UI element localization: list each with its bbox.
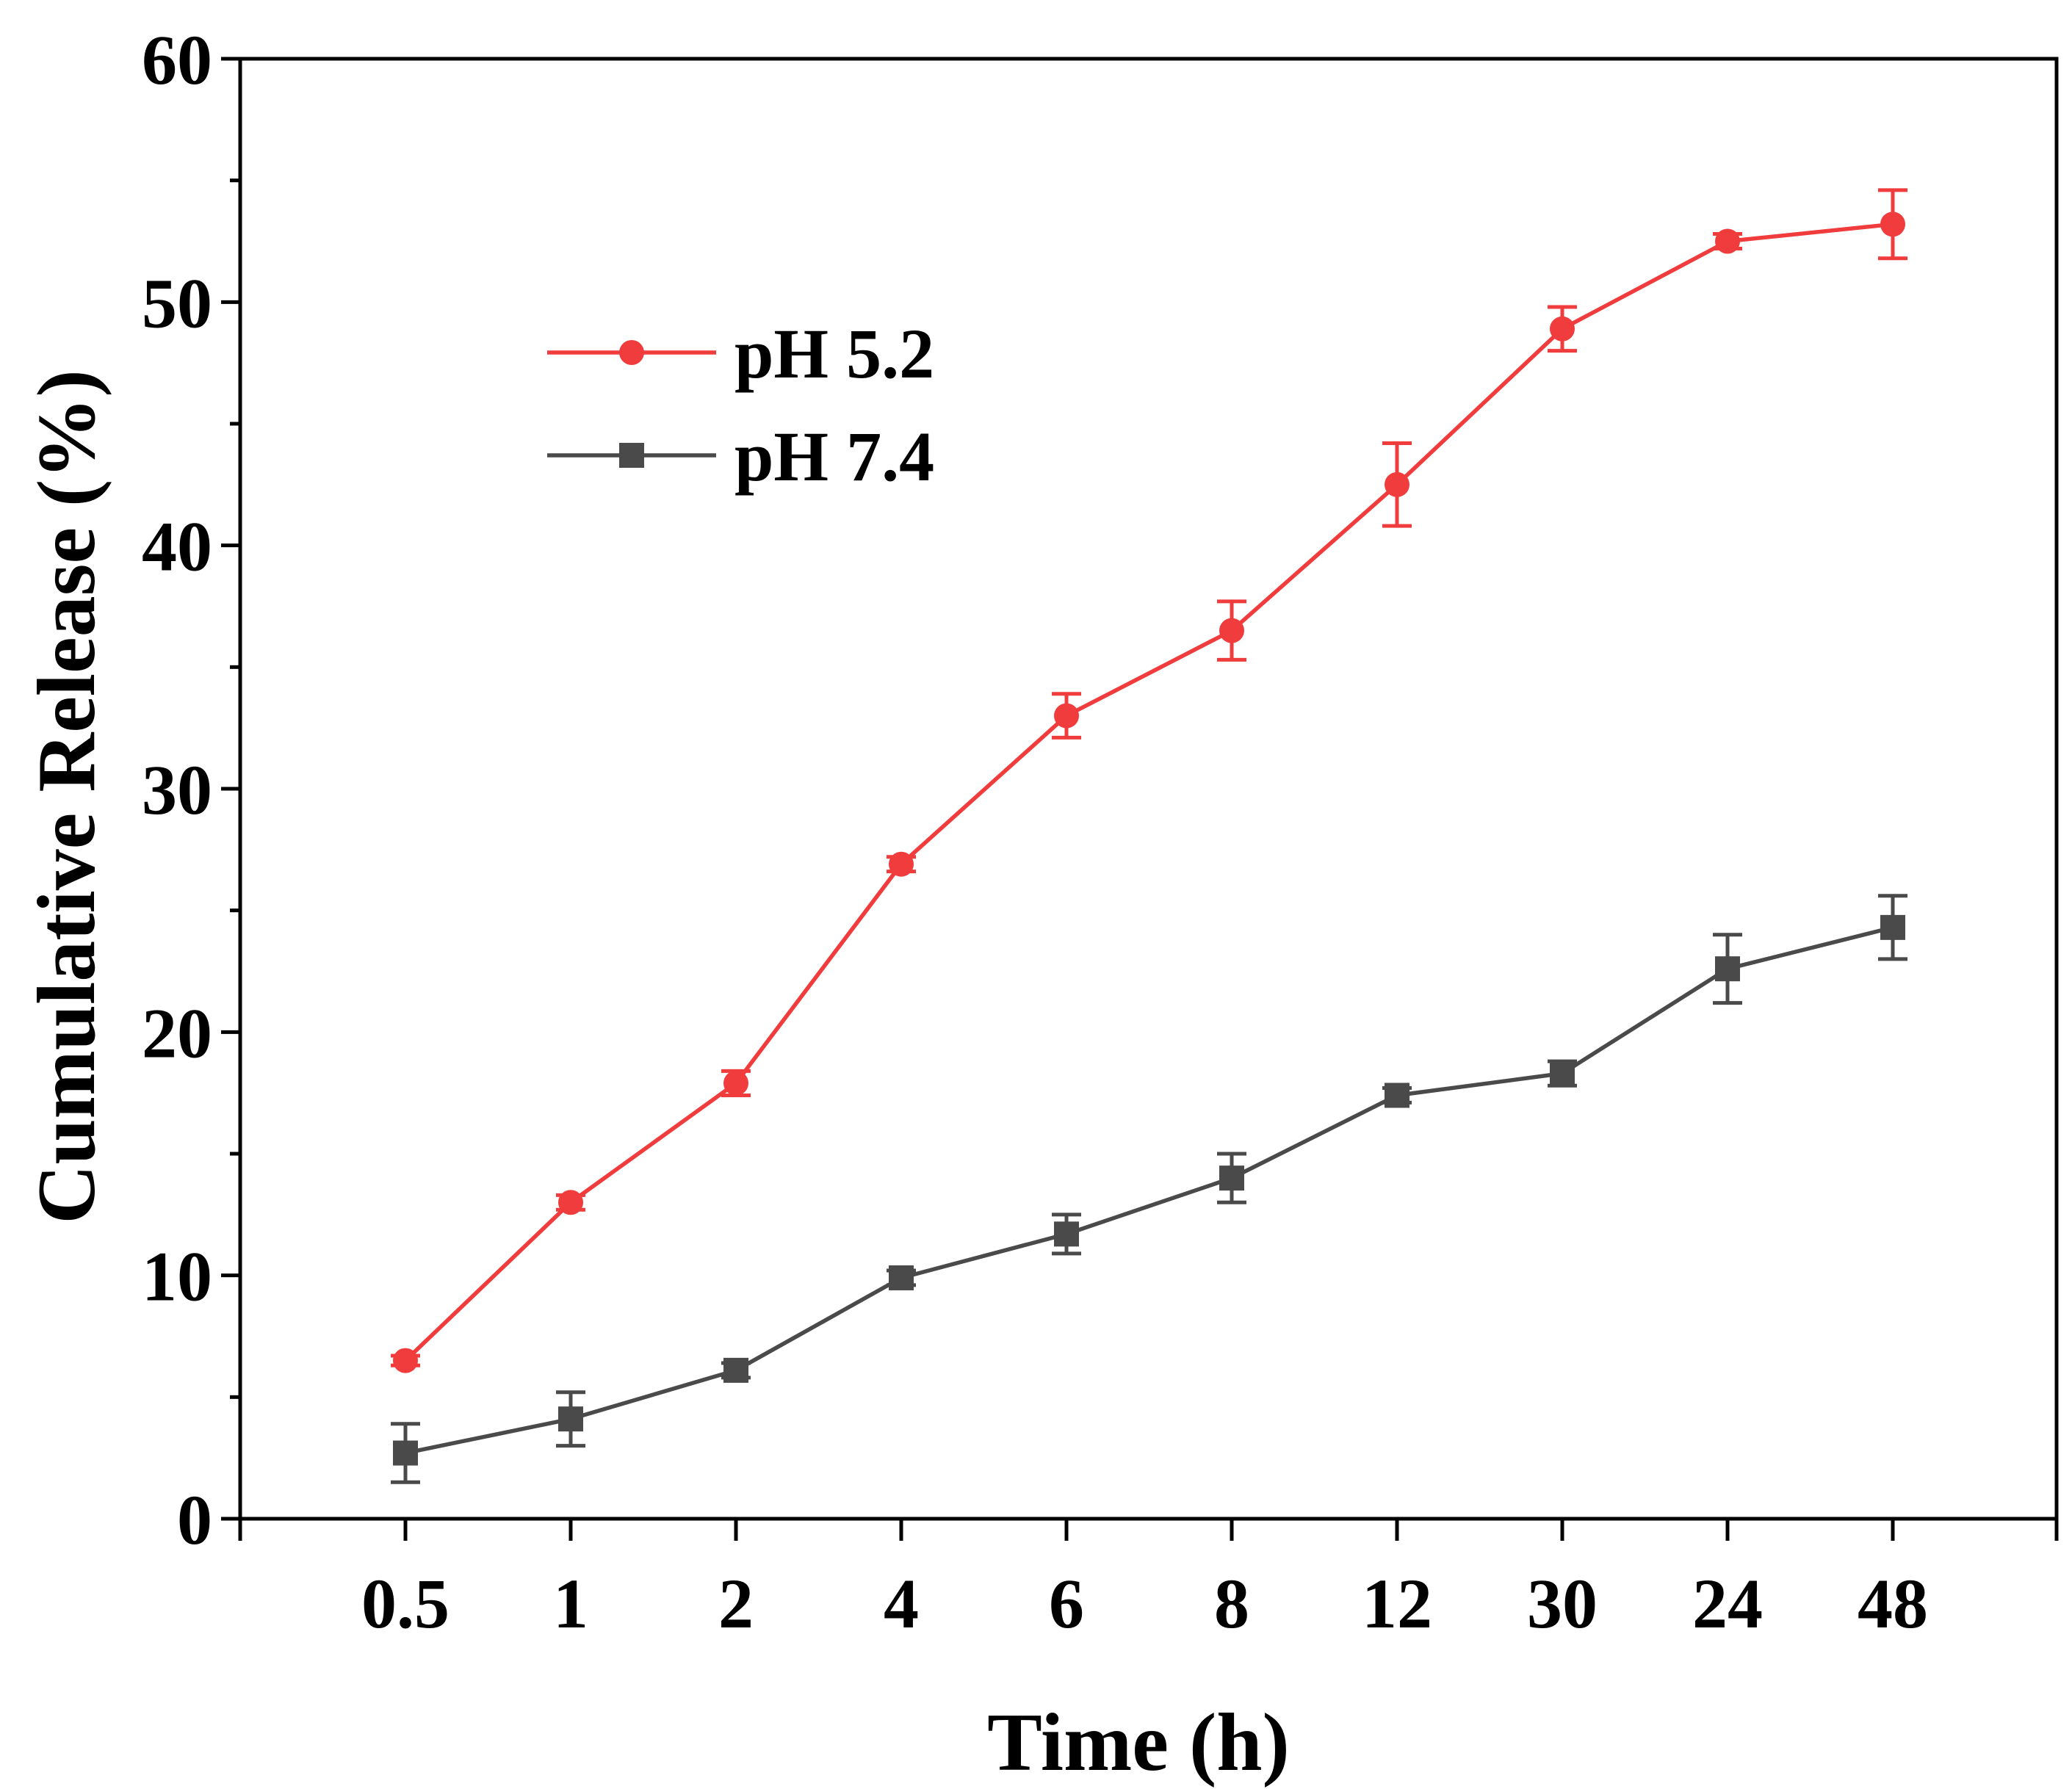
series-1 (391, 188, 1907, 1373)
x-axis: 0.5 1 2 4 6 8 12 30 24 48 (238, 1519, 2059, 1643)
legend-label: pH 7.4 (734, 417, 934, 496)
data-point (1054, 1221, 1079, 1247)
y-tick-label: 0 (177, 1481, 212, 1559)
legend-item: pH 5.2 (547, 314, 934, 393)
y-tick-label: 30 (142, 751, 212, 829)
data-point (393, 1348, 418, 1373)
data-point (1550, 1060, 1575, 1086)
y-tick-label: 60 (142, 21, 212, 99)
data-point (393, 1440, 418, 1466)
x-tick-label: 4 (884, 1564, 919, 1643)
data-point (1550, 316, 1575, 341)
data-point (1054, 703, 1079, 729)
data-point (723, 1357, 748, 1383)
x-tick-label: 12 (1362, 1564, 1432, 1643)
series-2 (391, 894, 1907, 1484)
series-line (405, 925, 1894, 1456)
data-point (1219, 1165, 1244, 1191)
x-tick-label: 24 (1692, 1564, 1763, 1643)
data-point (1715, 956, 1740, 982)
legend-label: pH 5.2 (734, 314, 934, 393)
data-point (723, 1070, 748, 1096)
legend-marker (619, 443, 644, 468)
series-line (404, 222, 1894, 1362)
plot-border (238, 57, 2059, 1521)
x-tick-label: 48 (1858, 1564, 1928, 1643)
data-point (1385, 1083, 1409, 1108)
y-axis: 0 10 20 30 40 50 60 (142, 21, 240, 1559)
legend: pH 5.2 pH 7.4 (547, 314, 934, 496)
data-point (1715, 228, 1740, 254)
data-point (889, 1265, 914, 1290)
x-tick-label: 0.5 (361, 1564, 450, 1643)
data-point (1880, 212, 1905, 237)
y-tick-label: 50 (142, 264, 212, 342)
x-axis-title: Time (h) (987, 1697, 1290, 1788)
y-tick-label: 10 (142, 1237, 212, 1316)
x-tick-label: 30 (1527, 1564, 1598, 1643)
y-tick-label: 20 (142, 994, 212, 1072)
series-layer (391, 188, 1907, 1484)
legend-item: pH 7.4 (547, 417, 934, 496)
plot-frame (238, 57, 2059, 1521)
y-tick-label: 40 (142, 507, 212, 586)
data-point (1385, 471, 1409, 497)
data-point (889, 851, 914, 877)
x-tick-label: 2 (718, 1564, 754, 1643)
legend-marker (619, 340, 644, 365)
data-point (558, 1190, 583, 1215)
x-tick-label: 1 (553, 1564, 588, 1643)
data-point (1219, 618, 1244, 643)
x-tick-label: 6 (1049, 1564, 1084, 1643)
x-tick-label: 8 (1214, 1564, 1249, 1643)
data-point (558, 1406, 583, 1432)
data-point (1880, 914, 1905, 940)
y-axis-title: Cumulative Release (%) (21, 369, 112, 1224)
